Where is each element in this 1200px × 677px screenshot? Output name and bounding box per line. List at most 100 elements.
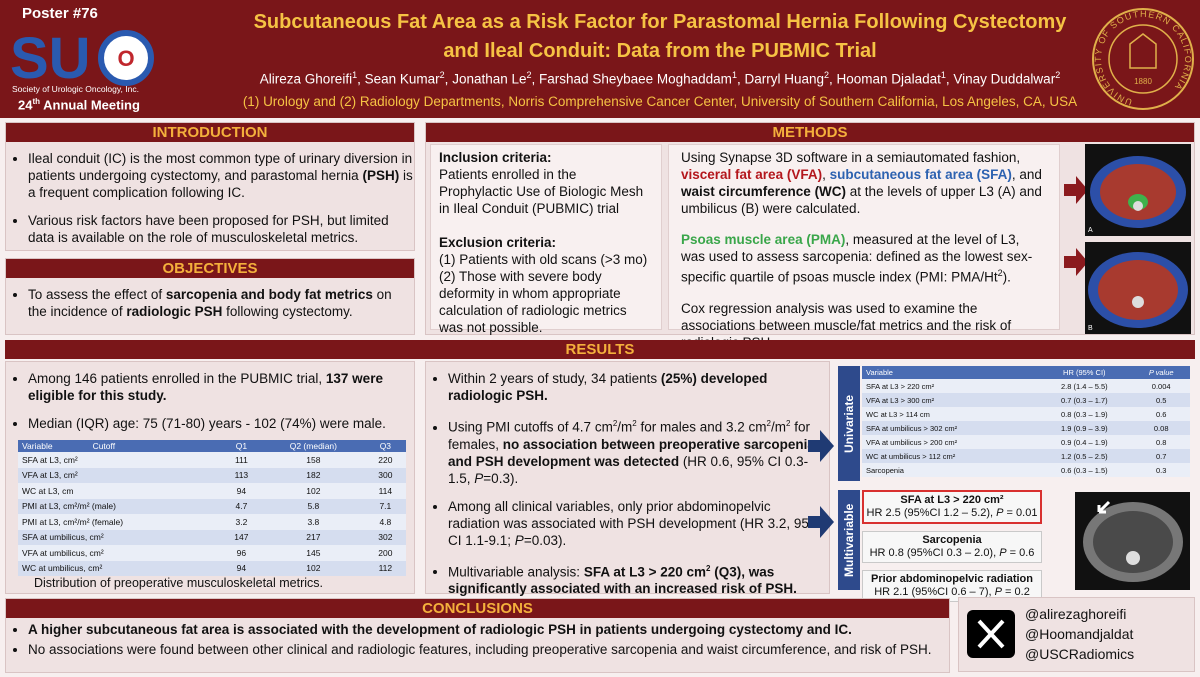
text (808, 430, 834, 462)
text: (2) Those with severe body deformity in … (439, 269, 627, 335)
header-cell: Variable Cutoff (18, 440, 221, 452)
text: Patients enrolled in the Prophylactic Us… (439, 167, 644, 216)
text: (PSH) (362, 168, 400, 183)
text: Using Synapse 3D software in a semiautom… (681, 149, 1047, 217)
table-cell: WC at umbilicus > 112 cm² (862, 449, 1037, 463)
text: Ileal conduit (IC) is the most common ty… (28, 150, 414, 201)
text: To assess the effect of (28, 287, 166, 302)
table-cell: 114 (364, 483, 406, 499)
table-cell: 158 (262, 452, 365, 468)
header-cell: Q2 (median) (262, 440, 365, 452)
header-cell: Variable (862, 366, 1037, 379)
text: 2 (786, 419, 791, 428)
table-cell: 5.8 (262, 498, 365, 514)
header-row: Variable HR (95% CI) P value (862, 366, 1190, 379)
table-cell: WC at L3 > 114 cm (862, 407, 1037, 421)
section-heading: CONCLUSIONS (6, 599, 949, 618)
ct-image (1075, 492, 1190, 590)
header-row: Variable Cutoff Q1 Q2 (median) Q3 (18, 440, 406, 452)
text: Within 2 years of study, 34 patients (25… (448, 370, 823, 404)
univariate-table: Variable HR (95% CI) P value SFA at L3 > 22… (862, 366, 1190, 477)
header-cell: Q3 (364, 440, 406, 452)
table-cell: SFA at L3 > 220 cm² (862, 379, 1037, 393)
table-row: VFA at L3 > 300 cm² 0.7 (0.3 – 1.7) 0.5 (862, 393, 1190, 407)
table-cell: 102 (262, 560, 365, 576)
table-cell: 94 (220, 560, 263, 576)
header-text: Variable (22, 441, 53, 451)
detail-text: HR 0.8 (95%CI 0.3 – 2.0), (869, 547, 1000, 559)
author-name: Sean Kumar (364, 71, 440, 87)
text: Multivariable analysis: (448, 564, 584, 579)
text: =0.03). (523, 532, 567, 548)
table-cell: 2.8 (1.4 – 5.5) (1036, 379, 1133, 393)
text: No associations were found between other… (28, 641, 949, 658)
item-detail: HR 2.1 (95%CI 0.6 – 7), P = 0.2 (865, 586, 1039, 599)
table-row: WC at L3 > 114 cm 0.8 (0.3 – 1.9) 0.6 (862, 407, 1190, 421)
text: following cystectomy. (222, 304, 353, 319)
table-row: WC at umbilicus, cm² 94 102 112 (18, 560, 406, 576)
table-cell: PMI at L3, cm²/m² (male) (18, 498, 221, 514)
table-cell: SFA at umbilicus, cm² (18, 529, 221, 545)
affiliation-mark: 2 (1055, 70, 1061, 80)
text (1098, 260, 1178, 320)
table-cell: 1.9 (0.9 – 3.9) (1036, 421, 1133, 435)
affiliation-mark: 1 (940, 70, 946, 80)
table-row: PMI at L3, cm²/m² (male) 4.7 5.8 7.1 (18, 498, 406, 514)
header: Poster #76 SU O Society of Urologic Onco… (0, 0, 1200, 118)
text: waist circumference (WC) (681, 184, 847, 199)
text: /m (617, 419, 633, 435)
text: (HR 0.6, 95% CI 0.3-1.5, (448, 453, 809, 486)
text: Using Synapse 3D software in a semiautom… (681, 150, 1021, 165)
text (1092, 8, 1194, 110)
logo: SU O Society of Urologic Oncology, Inc. (10, 26, 154, 94)
text: A higher subcutaneous fat area is associ… (28, 621, 949, 638)
text: SFA at L3 > 220 cm (583, 564, 706, 579)
table-cell: 147 (220, 529, 263, 545)
detail-text: HR 2.1 (95%CI 0.6 – 7), (874, 586, 995, 598)
text: Inclusion criteria: (439, 150, 552, 165)
text: Using PMI cutoffs of 4.7 cm (448, 419, 613, 435)
table-cell: 113 (220, 467, 263, 483)
text: for males and 3.2 cm (636, 419, 767, 435)
table-cell: 94 (220, 483, 263, 499)
table-cell: 220 (364, 452, 406, 468)
affiliation-mark: 2 (439, 70, 445, 80)
text: Various risk factors have been proposed … (28, 213, 389, 245)
text: Using PMI cutoffs of 4.7 cm2/m2 for male… (448, 415, 823, 487)
table-row: SFA at umbilicus, cm² 147 217 302 (18, 529, 406, 545)
handle: @Hoomandjaldat (1025, 626, 1134, 642)
caption: Distribution of preoperative musculoskel… (34, 576, 324, 590)
text: , measured at the level of L3, was used … (681, 232, 1033, 285)
section-heading: OBJECTIVES (6, 259, 414, 278)
author-name: Alireza Ghoreifi (259, 71, 353, 87)
text: for females, (448, 419, 810, 452)
text (1100, 164, 1176, 220)
text: sarcopenia and body fat metrics (165, 287, 373, 302)
text: =0.3). (483, 470, 519, 486)
handle: @alirezaghoreifi (1025, 606, 1127, 622)
author-name: Farshad Sheybaee Moghaddam (539, 71, 732, 87)
table-cell: WC at umbilicus, cm² (18, 560, 221, 576)
text: Among 146 patients enrolled in the PUBMI… (28, 370, 414, 404)
table-cell: 0.6 (1132, 407, 1190, 421)
text: P (474, 470, 484, 486)
table-cell: 0.3 (1132, 463, 1190, 477)
header-cell: P value (1132, 366, 1190, 379)
text: (25%) developed radiologic PSH. (448, 371, 768, 403)
multivariable-item: SFA at L3 > 220 cm² HR 2.5 (95%CI 1.2 – 5… (862, 490, 1042, 524)
header-cell: Q1 (220, 440, 263, 452)
table-cell: 1.2 (0.5 – 2.5) (1036, 449, 1133, 463)
text: (1) Patients with old scans (>3 mo) (439, 252, 648, 267)
table-cell: VFA at umbilicus > 200 cm² (862, 435, 1037, 449)
table-row: SFA at L3 > 220 cm² 2.8 (1.4 – 5.5) 0.004 (862, 379, 1190, 393)
table-cell: 0.004 (1132, 379, 1190, 393)
text: To assess the effect of sarcopenia and b… (6, 286, 414, 320)
table-cell: 0.9 (0.4 – 1.9) (1036, 435, 1133, 449)
society: Society of Urologic Oncology, Inc. (12, 84, 139, 94)
affiliation-mark: 2 (526, 70, 532, 80)
text: on the incidence of (28, 287, 392, 319)
table-cell: 0.5 (1132, 393, 1190, 407)
text: is a frequent complication following IC. (28, 168, 413, 200)
text (1133, 201, 1143, 211)
social-panel: @alirezaghoreifi @Hoomandjaldat @USCRadiom… (958, 597, 1195, 672)
